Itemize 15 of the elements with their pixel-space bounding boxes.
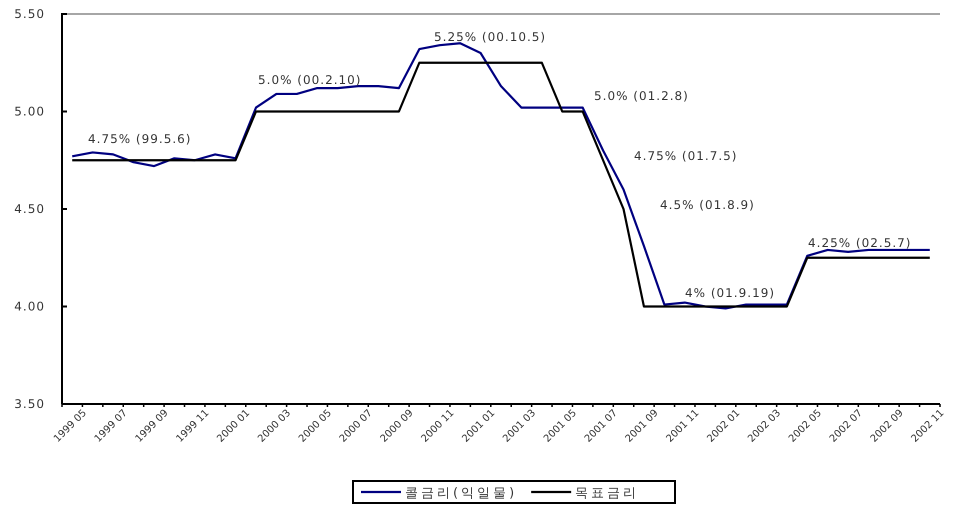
- legend-label: 콜금리(익일물): [405, 486, 518, 501]
- y-tick-label: 5.00: [14, 104, 45, 118]
- y-tick-label: 3.50: [14, 397, 45, 411]
- annotation: 4.5% (01.8.9): [660, 198, 755, 212]
- annotation: 5.0% (01.2.8): [594, 89, 689, 103]
- annotation: 4.75% (01.7.5): [634, 149, 738, 163]
- annotation: 5.0% (00.2.10): [258, 73, 362, 87]
- y-tick-label: 4.00: [14, 300, 45, 314]
- annotation: 5.25% (00.10.5): [434, 30, 546, 44]
- y-tick-label: 4.50: [14, 202, 45, 216]
- annotation: 4.75% (99.5.6): [88, 132, 192, 146]
- legend-label: 목표금리: [575, 486, 640, 501]
- y-tick-label: 5.50: [14, 7, 45, 21]
- annotation: 4% (01.9.19): [685, 286, 776, 300]
- annotation: 4.25% (02.5.7): [808, 236, 912, 250]
